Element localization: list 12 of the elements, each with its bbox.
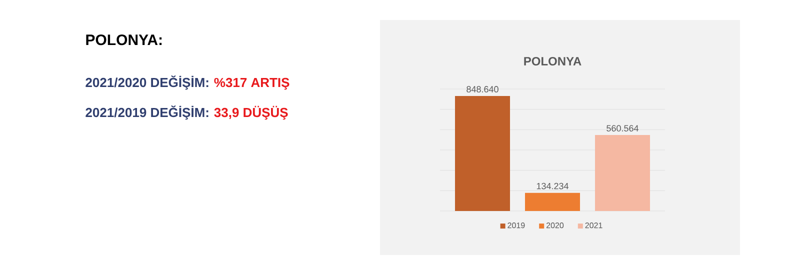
text: 33,9 DÜŞÜŞ [214,106,288,120]
data-label: 134.234 [536,182,568,190]
data-label: 560.564 [606,125,638,132]
legend-label: 2020 [546,222,564,228]
text: %317 ARTIŞ [214,78,290,90]
legend-label: 2019 [508,222,525,228]
legend-label: 2021 [585,222,602,228]
chart-title: POLONYA [524,56,582,66]
text: POLONYA: [86,34,162,46]
text: 2021/2020 DEĞİŞİM: [86,76,208,90]
data-label: 848.640 [466,86,498,92]
text: 2021/2019 DEĞİŞİM: [86,106,208,120]
